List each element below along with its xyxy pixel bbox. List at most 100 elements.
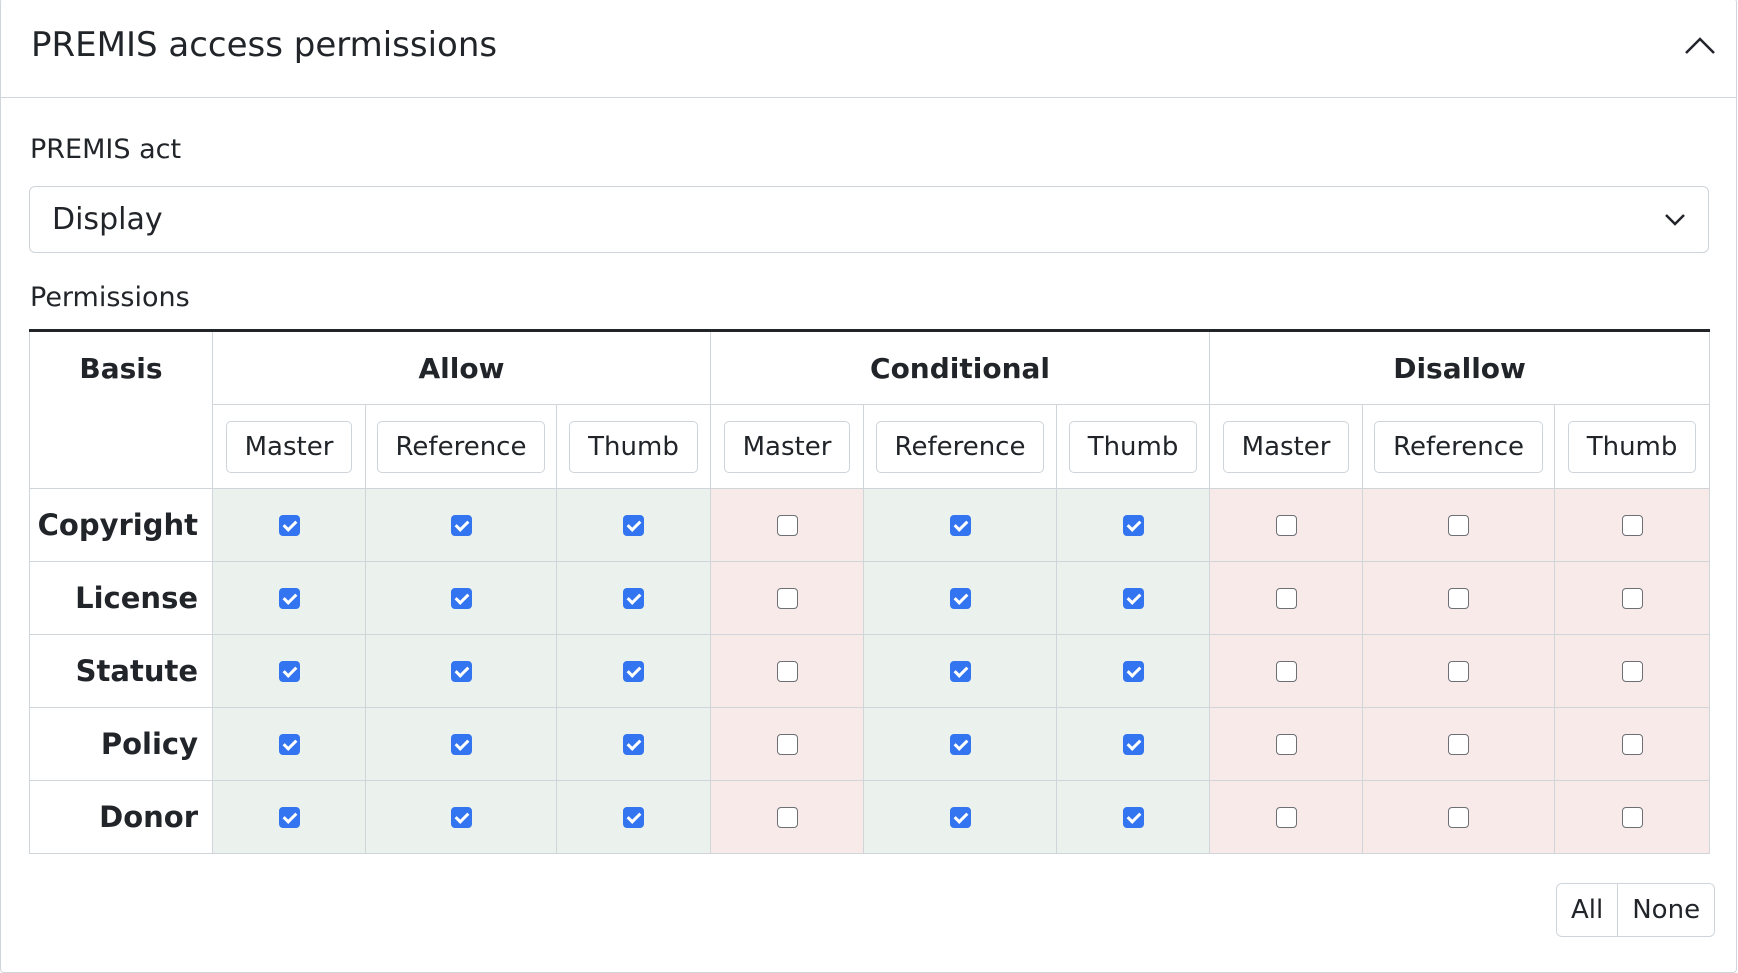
allow-thumb-checkbox[interactable] [623, 806, 644, 828]
premis-act-select[interactable]: Display [29, 186, 1709, 253]
permission-cell [1209, 488, 1364, 562]
permission-cell [863, 707, 1058, 781]
allow-reference-toggle-button[interactable]: Reference [376, 420, 546, 473]
disallow-thumb-checkbox[interactable] [1621, 514, 1643, 536]
permission-cell [555, 561, 712, 635]
conditional-master-checkbox[interactable] [776, 806, 798, 828]
conditional-thumb-checkbox[interactable] [1122, 733, 1144, 755]
permission-cell [710, 780, 865, 854]
permission-cell [1056, 780, 1211, 854]
disallow-master-checkbox[interactable] [1275, 733, 1297, 755]
conditional-reference-toggle-button[interactable]: Reference [875, 420, 1045, 473]
disallow-master-toggle-button[interactable]: Master [1222, 420, 1350, 473]
conditional-thumb-checkbox[interactable] [1122, 514, 1144, 536]
disallow-thumb-checkbox[interactable] [1621, 806, 1643, 828]
conditional-master-checkbox[interactable] [776, 733, 798, 755]
basis-label: Copyright [29, 488, 213, 562]
permission-cell [365, 707, 557, 781]
subcolumn-header: Thumb [1056, 404, 1211, 489]
conditional-thumb-checkbox[interactable] [1122, 660, 1144, 682]
table-row: Copyright [29, 488, 1711, 562]
allow-thumb-checkbox[interactable] [623, 514, 644, 536]
disallow-master-checkbox[interactable] [1275, 660, 1297, 682]
permission-cell [555, 488, 712, 562]
disallow-master-checkbox[interactable] [1275, 587, 1297, 609]
permission-cell [212, 707, 366, 781]
conditional-reference-checkbox[interactable] [949, 806, 971, 828]
disallow-thumb-checkbox[interactable] [1621, 587, 1643, 609]
disallow-thumb-checkbox[interactable] [1621, 733, 1643, 755]
permission-cell [212, 561, 366, 635]
permission-cell [365, 488, 557, 562]
subcolumn-header: Reference [863, 404, 1058, 489]
conditional-reference-checkbox[interactable] [949, 660, 971, 682]
select-button-group: All None [1556, 883, 1716, 937]
disallow-thumb-toggle-button[interactable]: Thumb [1567, 420, 1697, 473]
permission-cell [710, 561, 865, 635]
disallow-master-checkbox[interactable] [1275, 514, 1297, 536]
group-header-allow: Allow [211, 330, 712, 405]
disallow-reference-checkbox[interactable] [1448, 514, 1470, 536]
allow-thumb-checkbox[interactable] [623, 587, 644, 609]
permission-cell [1554, 488, 1711, 562]
disallow-reference-checkbox[interactable] [1448, 587, 1470, 609]
permission-cell [1209, 780, 1364, 854]
allow-master-checkbox[interactable] [278, 660, 300, 682]
conditional-reference-checkbox[interactable] [949, 514, 971, 536]
disallow-thumb-checkbox[interactable] [1621, 660, 1643, 682]
allow-master-checkbox[interactable] [278, 514, 300, 536]
conditional-thumb-checkbox[interactable] [1122, 587, 1144, 609]
allow-thumb-checkbox[interactable] [623, 660, 644, 682]
table-row: License [29, 561, 1711, 635]
conditional-master-checkbox[interactable] [776, 587, 798, 609]
permission-cell [863, 561, 1058, 635]
allow-reference-checkbox[interactable] [450, 587, 472, 609]
permission-cell [1362, 634, 1556, 708]
premis-act-label: PREMIS act [30, 134, 182, 165]
disallow-reference-toggle-button[interactable]: Reference [1374, 420, 1544, 473]
permission-cell [1362, 561, 1556, 635]
conditional-master-checkbox[interactable] [776, 514, 798, 536]
subcolumn-header: Thumb [555, 404, 712, 489]
allow-master-checkbox[interactable] [278, 733, 300, 755]
permission-cell [555, 707, 712, 781]
conditional-master-checkbox[interactable] [776, 660, 798, 682]
allow-reference-checkbox[interactable] [450, 733, 472, 755]
permissions-label: Permissions [30, 282, 190, 313]
disallow-master-checkbox[interactable] [1275, 806, 1297, 828]
select-none-button[interactable]: None [1617, 884, 1715, 936]
select-all-button[interactable]: All [1557, 884, 1618, 936]
disallow-reference-checkbox[interactable] [1448, 660, 1470, 682]
allow-master-checkbox[interactable] [278, 587, 300, 609]
disallow-reference-checkbox[interactable] [1448, 806, 1470, 828]
disallow-reference-checkbox[interactable] [1448, 733, 1470, 755]
table-row: Policy [29, 707, 1711, 781]
permission-cell [1362, 488, 1556, 562]
permission-cell [1209, 634, 1364, 708]
premis-act-value: Display [52, 202, 163, 237]
subcolumn-header: Master [1209, 404, 1364, 489]
conditional-master-toggle-button[interactable]: Master [723, 420, 851, 473]
permission-cell [710, 488, 865, 562]
conditional-thumb-toggle-button[interactable]: Thumb [1068, 420, 1198, 473]
subcolumn-header: Master [710, 404, 865, 489]
conditional-reference-checkbox[interactable] [949, 587, 971, 609]
allow-reference-checkbox[interactable] [450, 806, 472, 828]
permission-cell [365, 780, 557, 854]
permission-cell [1056, 561, 1211, 635]
allow-reference-checkbox[interactable] [450, 660, 472, 682]
chevron-up-icon[interactable] [1680, 31, 1720, 61]
basis-header: Basis [29, 330, 213, 489]
allow-master-checkbox[interactable] [278, 806, 300, 828]
conditional-reference-checkbox[interactable] [949, 733, 971, 755]
subcolumn-header: Master [212, 404, 366, 489]
allow-thumb-toggle-button[interactable]: Thumb [569, 420, 698, 473]
allow-reference-checkbox[interactable] [450, 514, 472, 536]
permission-cell [1362, 780, 1556, 854]
panel-header[interactable]: PREMIS access permissions [1, 0, 1736, 98]
allow-master-toggle-button[interactable]: Master [225, 420, 353, 473]
group-header-disallow: Disallow [1209, 330, 1711, 405]
allow-thumb-checkbox[interactable] [623, 733, 644, 755]
conditional-thumb-checkbox[interactable] [1122, 806, 1144, 828]
chevron-down-icon [1665, 214, 1685, 226]
